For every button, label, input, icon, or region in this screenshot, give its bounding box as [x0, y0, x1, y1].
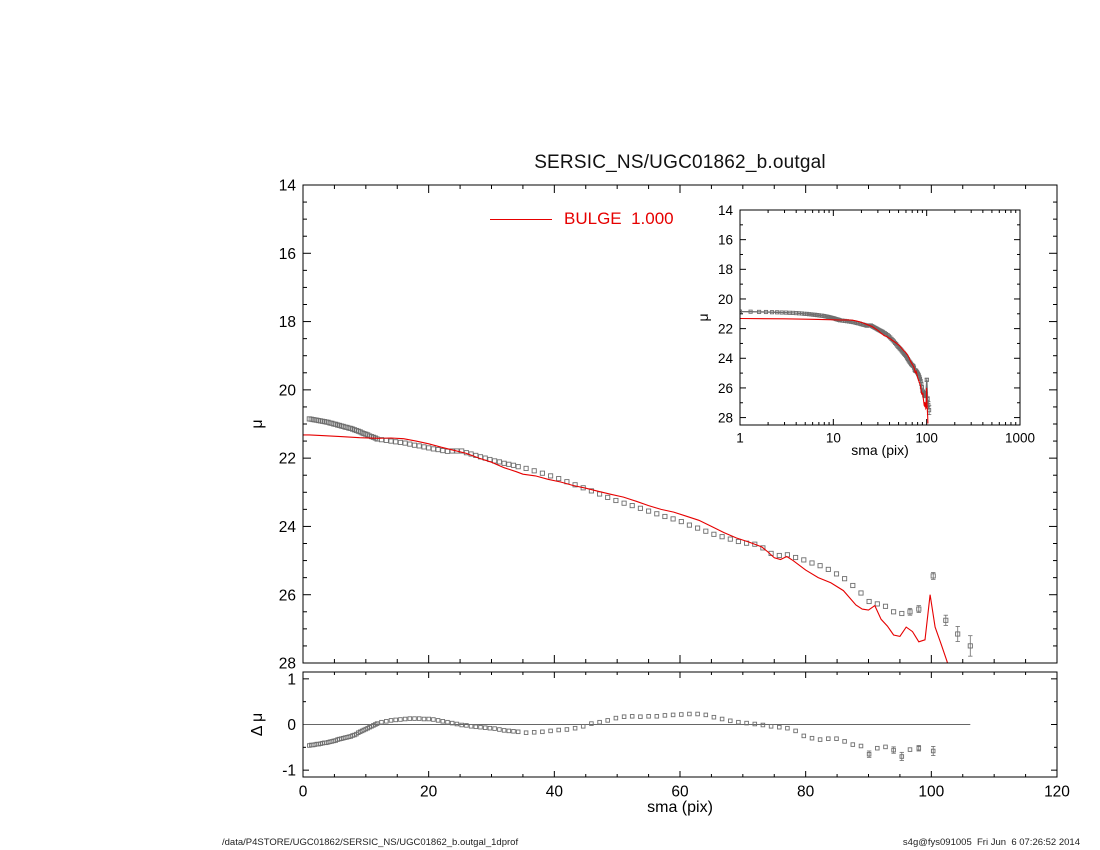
residual-series-residuals	[307, 711, 936, 761]
svg-text:22: 22	[279, 451, 296, 468]
svg-text:100: 100	[918, 784, 944, 801]
svg-text:100: 100	[915, 431, 938, 446]
svg-text:0: 0	[287, 717, 296, 734]
svg-text:22: 22	[718, 321, 733, 336]
svg-text:1: 1	[287, 671, 296, 688]
svg-text:μ: μ	[249, 419, 266, 428]
svg-text:40: 40	[546, 784, 564, 801]
inset-panel: 1 10 100 1000 14 16 18 20 22 24 26 28 sma (pix) μ	[695, 203, 1035, 458]
svg-text:14: 14	[279, 178, 297, 195]
svg-text:μ: μ	[695, 313, 711, 321]
main-series-bulge-model	[303, 434, 949, 663]
svg-text:20: 20	[420, 784, 438, 801]
figure-title: SERSIC_NS/UGC01862_b.outgal	[534, 152, 826, 173]
svg-text:sma (pix): sma (pix)	[851, 442, 909, 458]
svg-text:120: 120	[1044, 784, 1070, 801]
svg-text:16: 16	[279, 246, 296, 263]
main-panel: 14 16 18 20 22 24 26 28 μ	[249, 178, 1058, 673]
svg-text:26: 26	[279, 587, 296, 604]
svg-text:1: 1	[736, 431, 744, 446]
svg-text:18: 18	[279, 314, 296, 331]
svg-text:1000: 1000	[1005, 431, 1035, 446]
svg-text:20: 20	[718, 292, 733, 307]
svg-text:10: 10	[826, 431, 841, 446]
legend-model-line-sample	[490, 219, 552, 220]
svg-text:60: 60	[671, 784, 689, 801]
svg-text:18: 18	[718, 262, 733, 277]
svg-text:16: 16	[718, 233, 733, 248]
svg-text:80: 80	[797, 784, 815, 801]
svg-text:26: 26	[718, 381, 733, 396]
svg-text:Δ μ: Δ μ	[249, 713, 266, 736]
svg-text:28: 28	[718, 410, 733, 425]
svg-text:24: 24	[279, 519, 297, 536]
svg-text:24: 24	[718, 351, 734, 366]
svg-text:28: 28	[279, 656, 296, 673]
svg-text:-1: -1	[282, 763, 296, 780]
inset-series-bulge-model	[740, 317, 929, 424]
inset-series-profile-data	[740, 309, 932, 416]
svg-text:14: 14	[718, 203, 734, 218]
svg-text:sma (pix): sma (pix)	[647, 799, 713, 816]
footer-signature: s4g@fys091005 Fri Jun 6 07:26:52 2014	[902, 837, 1080, 848]
svg-text:20: 20	[279, 382, 297, 399]
legend-model-label: BULGE 1.000	[564, 209, 674, 228]
footer-file-path: /data/P4STORE/UGC01862/SERSIC_NS/UGC0186…	[222, 837, 519, 848]
main-series-profile-data	[306, 416, 973, 657]
svg-text:0: 0	[299, 784, 308, 801]
